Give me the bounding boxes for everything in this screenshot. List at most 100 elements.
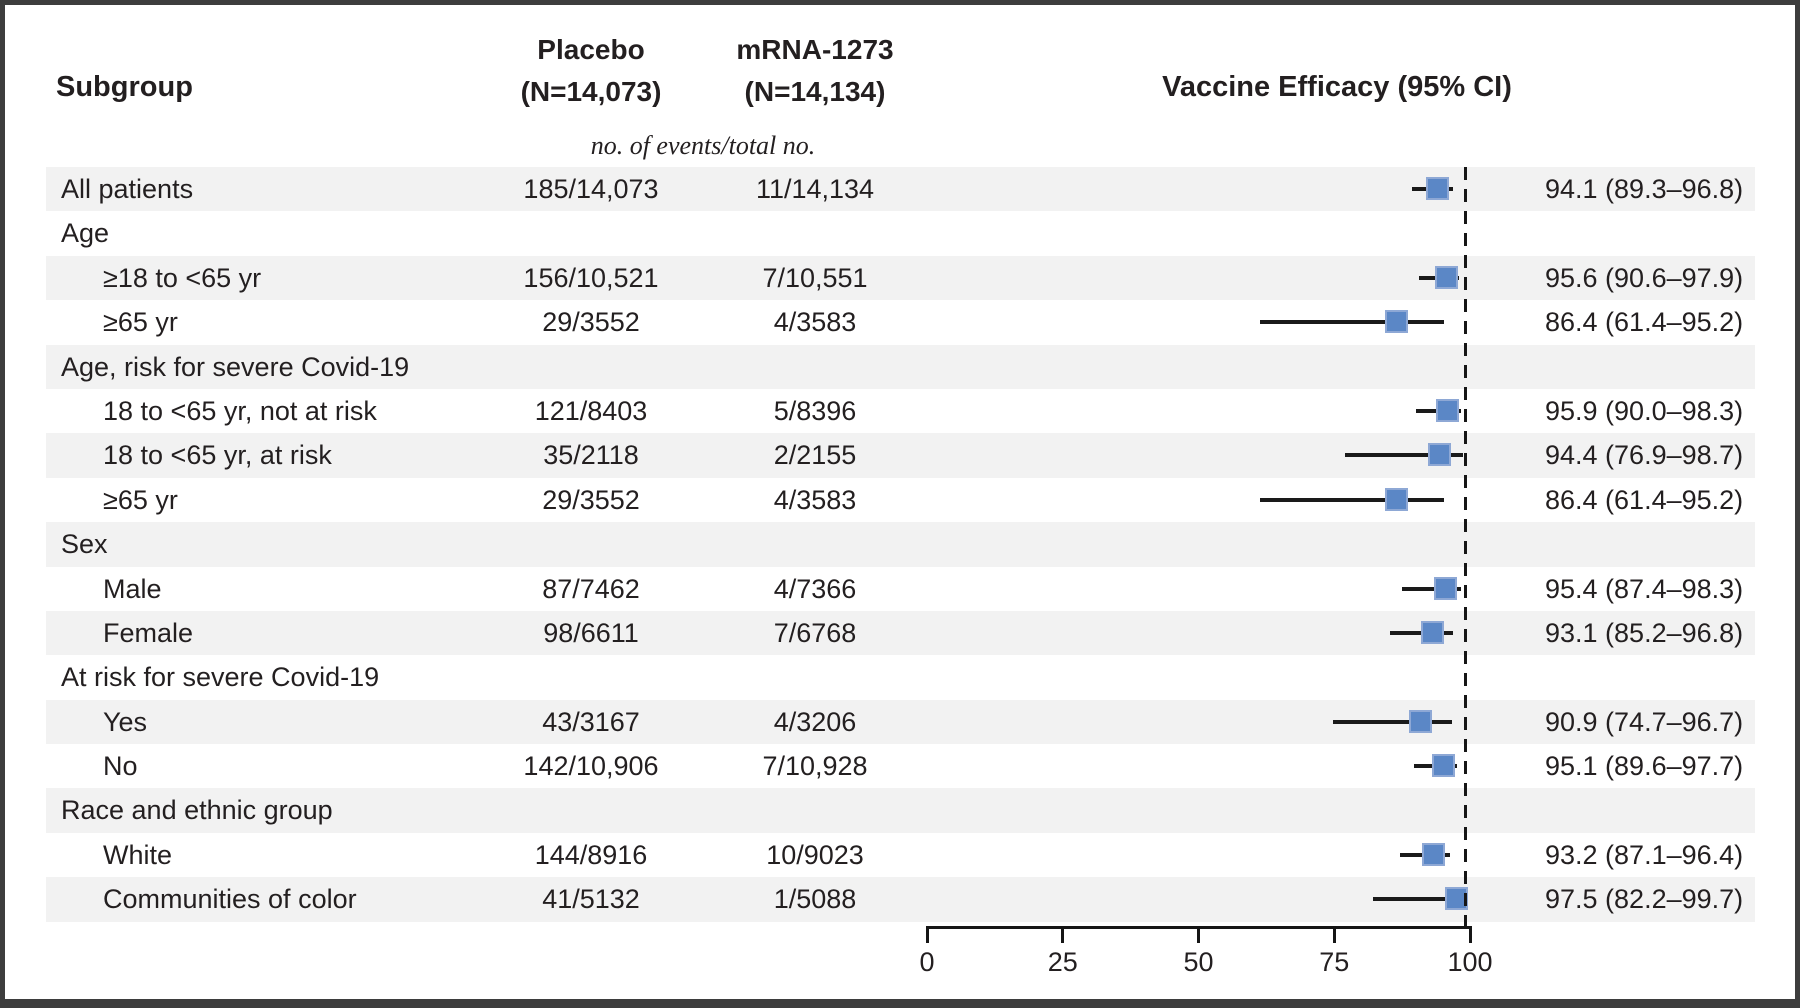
vaccine-efficacy-value: 93.1 (85.2–96.8) — [1545, 617, 1744, 648]
ci-whisker — [1260, 497, 1444, 502]
table-row: Race and ethnic group — [46, 788, 1755, 833]
vaccine-efficacy-value: 94.1 (89.3–96.8) — [1545, 174, 1744, 204]
vaccine-efficacy-value: 95.9 (90.0–98.3) — [1545, 395, 1744, 426]
subgroup-table: All patients 185/14,073 11/14,134 94.1 (… — [46, 167, 1755, 922]
x-axis-tick-label: 25 — [1047, 947, 1078, 977]
point-estimate-marker — [1384, 310, 1408, 334]
subgroup-label: Yes — [103, 706, 148, 737]
mrna-events-value: 7/10,551 — [762, 262, 868, 293]
subgroup-label: Female — [103, 617, 194, 648]
point-estimate-marker — [1421, 620, 1445, 644]
placebo-events-value — [481, 211, 701, 255]
subgroup-label: No — [103, 751, 138, 782]
table-row: Female 98/6611 7/6768 93.1 (85.2–96.8) — [46, 610, 1755, 656]
subgroup-label: ≥18 to <65 yr — [103, 262, 262, 293]
point-estimate-marker — [1436, 398, 1460, 422]
subgroup-label: Male — [103, 573, 162, 604]
subgroup-label: White — [103, 839, 173, 870]
placebo-events-value — [481, 655, 701, 699]
mrna-events-value: 4/3206 — [773, 706, 857, 737]
placebo-events-value — [481, 788, 701, 832]
mrna-events-value: 7/10,928 — [762, 751, 868, 782]
vaccine-efficacy-value: 90.9 (74.7–96.7) — [1545, 706, 1744, 737]
placebo-events-value: 144/8916 — [534, 839, 648, 870]
placebo-events-value: 185/14,073 — [523, 174, 659, 204]
mrna-header-line2: (N=14,134) — [744, 76, 886, 107]
mrna-column-header: mRNA-1273 (N=14,134) — [736, 29, 893, 113]
subgroup-label: Age, risk for severe Covid-19 — [61, 351, 410, 382]
placebo-events-value: 35/2118 — [543, 440, 639, 471]
placebo-events-value — [481, 522, 701, 566]
subgroup-label: 18 to <65 yr, at risk — [103, 440, 332, 471]
table-row: 18 to <65 yr, not at risk 121/8403 5/839… — [46, 389, 1755, 433]
table-row: ≥65 yr 29/3552 4/3583 86.4 (61.4–95.2) — [46, 300, 1755, 344]
mrna-events-value: 5/8396 — [773, 395, 857, 426]
x-axis-tick — [1332, 926, 1336, 943]
vaccine-efficacy-value: 95.4 (87.4–98.3) — [1545, 573, 1744, 604]
table-row: All patients 185/14,073 11/14,134 94.1 (… — [46, 167, 1755, 212]
point-estimate-marker — [1431, 754, 1455, 778]
x-axis-tick — [925, 926, 929, 943]
ci-whisker — [1260, 320, 1444, 325]
placebo-events-value: 98/6611 — [543, 617, 639, 648]
mrna-events-value: 1/5088 — [773, 884, 857, 915]
point-estimate-marker — [1384, 487, 1408, 511]
ci-whisker — [1344, 453, 1463, 458]
subgroup-label: Race and ethnic group — [61, 795, 333, 826]
vaccine-efficacy-value: 95.1 (89.6–97.7) — [1545, 751, 1744, 782]
placebo-header-line1: Placebo — [537, 34, 645, 65]
point-estimate-marker — [1409, 709, 1433, 733]
mrna-events-value — [705, 522, 925, 566]
subgroup-label: Sex — [61, 529, 108, 560]
vaccine-efficacy-value: 97.5 (82.2–99.7) — [1545, 884, 1744, 915]
reference-dashed-line — [1464, 167, 1467, 926]
table-row: 18 to <65 yr, at risk 35/2118 2/2155 94.… — [46, 433, 1755, 478]
table-row: Sex — [46, 522, 1755, 567]
mrna-events-value — [705, 788, 925, 832]
placebo-events-value: 142/10,906 — [523, 751, 659, 782]
table-row: Yes 43/3167 4/3206 90.9 (74.7–96.7) — [46, 699, 1755, 745]
placebo-header-line2: (N=14,073) — [520, 76, 662, 107]
x-axis-tick — [1468, 926, 1472, 943]
placebo-events-value: 29/3552 — [542, 484, 640, 515]
mrna-events-value: 4/3583 — [773, 484, 857, 515]
table-row: Communities of color 41/5132 1/5088 97.5… — [46, 877, 1755, 922]
mrna-events-value: 4/7366 — [773, 573, 857, 604]
ci-whisker — [1373, 897, 1469, 902]
subgroup-label: All patients — [61, 174, 194, 204]
table-row: Age, risk for severe Covid-19 — [46, 344, 1755, 389]
subgroup-label: Communities of color — [103, 884, 357, 915]
events-note: no. of events/total no. — [590, 131, 816, 160]
placebo-events-value — [481, 345, 701, 389]
point-estimate-marker — [1434, 265, 1458, 289]
x-axis-tick-label: 50 — [1183, 947, 1214, 977]
mrna-events-value: 2/2155 — [773, 440, 857, 471]
table-row: No 142/10,906 7/10,928 95.1 (89.6–97.7) — [46, 744, 1755, 788]
vaccine-efficacy-value: 95.6 (90.6–97.9) — [1545, 262, 1744, 293]
placebo-events-value: 156/10,521 — [523, 262, 659, 293]
mrna-events-value — [705, 655, 925, 699]
placebo-events-value: 29/3552 — [542, 307, 640, 338]
x-axis-tick-label: 100 — [1447, 947, 1493, 977]
x-axis-tick — [1061, 926, 1065, 943]
subgroup-column-header: Subgroup — [56, 71, 193, 103]
mrna-header-line1: mRNA-1273 — [736, 34, 894, 65]
point-estimate-marker — [1426, 177, 1450, 200]
mrna-events-value: 11/14,134 — [755, 174, 875, 204]
point-estimate-marker — [1421, 842, 1445, 866]
placebo-events-value: 43/3167 — [542, 706, 640, 737]
placebo-events-value: 121/8403 — [534, 395, 648, 426]
x-axis-tick-label: 0 — [919, 947, 935, 977]
table-row: ≥18 to <65 yr 156/10,521 7/10,551 95.6 (… — [46, 255, 1755, 301]
x-axis-tick — [1197, 926, 1200, 943]
x-axis-tick-label: 75 — [1319, 947, 1350, 977]
mrna-events-value — [705, 211, 925, 255]
subgroup-label: At risk for severe Covid-19 — [61, 662, 380, 693]
table-row: Age — [46, 211, 1755, 255]
vaccine-efficacy-header: Vaccine Efficacy (95% CI) — [1162, 71, 1512, 103]
ci-whisker — [1332, 719, 1453, 724]
table-row: White 144/8916 10/9023 93.2 (87.1–96.4) — [46, 833, 1755, 877]
ci-whisker — [1401, 586, 1461, 591]
point-estimate-marker — [1433, 576, 1457, 600]
